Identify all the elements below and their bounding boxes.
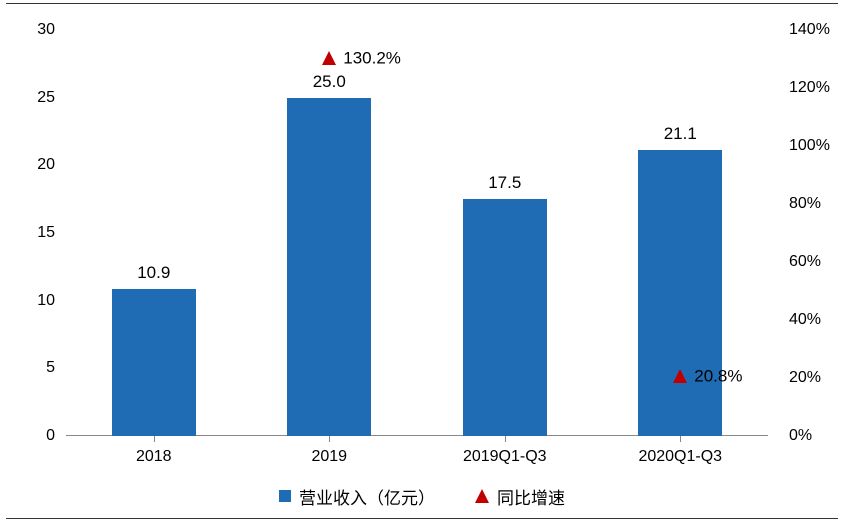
y-right-tick: 80% (783, 196, 838, 212)
x-category-label: 2018 (136, 448, 172, 466)
legend-marker-triangle-icon (475, 489, 489, 503)
y-axis-left: 051015202530 (6, 30, 61, 436)
x-tick (680, 436, 681, 442)
chart-frame: 051015202530 0%20%40%60%80%100%120%140% … (0, 0, 844, 522)
y-right-tick: 40% (783, 312, 838, 328)
y-right-tick: 100% (783, 138, 838, 154)
bar-value-label: 17.5 (445, 173, 565, 193)
legend-item-markers: 同比增速 (475, 484, 565, 509)
y-left-tick: 20 (6, 157, 61, 173)
y-right-tick: 140% (783, 22, 838, 38)
legend-marker-label: 同比增速 (497, 484, 565, 509)
bar-value-label: 21.1 (620, 124, 740, 144)
y-left-tick: 25 (6, 90, 61, 106)
x-category-label: 2020Q1-Q3 (638, 448, 722, 466)
x-tick (505, 436, 506, 442)
legend-bar-swatch (279, 490, 291, 502)
y-left-tick: 15 (6, 225, 61, 241)
growth-marker-label: 20.8% (694, 367, 742, 384)
growth-marker-triangle-icon (322, 51, 336, 65)
y-right-tick: 20% (783, 370, 838, 386)
chart-area: 051015202530 0%20%40%60%80%100%120%140% … (6, 10, 838, 476)
bar-value-label: 25.0 (269, 72, 389, 92)
bar (463, 199, 547, 436)
x-tick (329, 436, 330, 442)
legend-item-bars: 营业收入（亿元） (279, 484, 435, 509)
bar-value-label: 10.9 (94, 263, 214, 283)
y-left-tick: 30 (6, 22, 61, 38)
x-category-label: 2019Q1-Q3 (463, 448, 547, 466)
y-right-tick: 120% (783, 80, 838, 96)
growth-marker-triangle-icon (673, 369, 687, 383)
y-left-tick: 10 (6, 293, 61, 309)
x-tick (154, 436, 155, 442)
plot-area: 10.9201825.02019130.2%17.52019Q1-Q321.12… (66, 30, 768, 436)
bar (112, 289, 196, 437)
bar (638, 150, 722, 436)
y-right-tick: 60% (783, 254, 838, 270)
bar (287, 98, 371, 436)
y-axis-right: 0%20%40%60%80%100%120%140% (783, 30, 838, 436)
legend-bar-label: 营业收入（亿元） (299, 484, 435, 509)
y-right-tick: 0% (783, 428, 838, 444)
y-left-tick: 5 (6, 360, 61, 376)
x-category-label: 2019 (311, 448, 347, 466)
legend: 营业收入（亿元） 同比增速 (0, 482, 844, 510)
growth-marker-label: 130.2% (343, 50, 401, 67)
y-left-tick: 0 (6, 428, 61, 444)
